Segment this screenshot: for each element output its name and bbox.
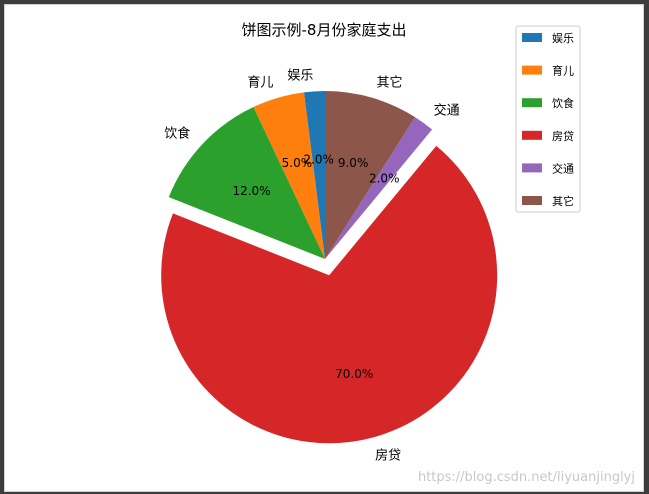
pie-slice-fangdai [161,145,498,444]
legend-swatch-qita [522,196,542,205]
pie-slice-yinshi [168,106,325,260]
legend-label-jiaotong: 交通 [552,161,574,175]
legend-label-fangdai: 房贷 [552,129,574,143]
pie-chart: 饼图示例-8月份家庭支出 娱乐 2.0% 育儿 5.0% 饮食 12.0% 房贷 70.0% 交… [161,21,581,464]
legend-swatch-jiaotong [522,163,542,173]
slice-label-yule: 娱乐 [287,69,313,84]
legend-label-yuer: 育儿 [552,64,574,78]
figure-frame: 饼图示例-8月份家庭支出 娱乐 2.0% 育儿 5.0% 饮食 12.0% 房贷 70.0% 交… [4,4,644,492]
slice-label-fangdai: 房贷 [375,447,401,463]
legend-swatch-fangdai [522,130,542,140]
pie-slice-jiaotong [325,117,433,259]
slice-value-yuer: 5.0% [282,156,313,170]
slice-value-fangdai: 70.0% [335,367,373,381]
slice-label-jiaotong: 交通 [434,102,460,118]
chart-title: 饼图示例-8月份家庭支出 [242,21,407,39]
legend-label-qita: 其它 [552,194,574,208]
legend-swatch-yule [522,33,542,42]
slice-value-jiaotong: 2.0% [369,171,400,185]
pie-labels: 娱乐 2.0% 育儿 5.0% 饮食 12.0% 房贷 70.0% 交通 2.0% 其它 9.0% [164,69,459,464]
legend-swatch-yuer [522,65,542,75]
slice-value-yule: 2.0% [303,152,334,166]
legend-swatch-yinshi [522,98,542,108]
pie-slices [161,91,498,444]
slice-label-qita: 其它 [377,75,403,91]
watermark: https://blog.csdn.net/liyuanjinglyj [417,470,635,485]
slice-label-yinshi: 饮食 [164,125,190,141]
slice-value-yinshi: 12.0% [232,184,270,198]
pie-slice-yule [303,91,325,259]
slice-label-yuer: 育儿 [247,75,273,91]
legend-label-yule: 娱乐 [552,31,574,45]
pie-slice-yuer [253,92,325,259]
pie-slice-qita [325,91,416,259]
legend-label-yinshi: 饮食 [552,96,574,110]
slice-value-qita: 9.0% [338,156,369,170]
legend-box [515,25,581,213]
